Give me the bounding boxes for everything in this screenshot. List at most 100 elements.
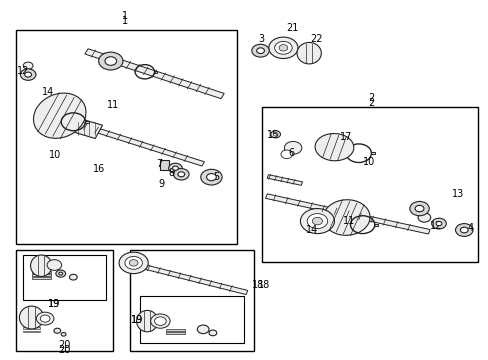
Text: 15: 15: [266, 130, 278, 140]
Bar: [330, 139, 345, 150]
Text: 18: 18: [251, 280, 263, 291]
Circle shape: [23, 62, 33, 69]
Text: 20: 20: [58, 340, 71, 350]
Bar: [261, 107, 477, 262]
Circle shape: [279, 45, 287, 51]
Circle shape: [20, 69, 36, 80]
Circle shape: [59, 272, 62, 275]
Circle shape: [455, 224, 472, 237]
Circle shape: [274, 41, 291, 54]
Text: 22: 22: [309, 34, 322, 44]
Ellipse shape: [30, 255, 52, 276]
Text: 19: 19: [131, 315, 143, 325]
Text: 10: 10: [362, 157, 374, 167]
Text: 3: 3: [258, 34, 264, 44]
Bar: [265, 194, 429, 234]
Circle shape: [284, 141, 301, 154]
Text: 14: 14: [306, 225, 318, 235]
Circle shape: [268, 37, 297, 59]
Circle shape: [197, 325, 208, 334]
Circle shape: [300, 208, 334, 234]
Circle shape: [25, 72, 31, 77]
Bar: [23, 327, 40, 329]
Circle shape: [417, 213, 430, 222]
Ellipse shape: [136, 310, 158, 332]
Bar: [85, 121, 88, 123]
Text: 2: 2: [367, 93, 373, 103]
Circle shape: [206, 174, 216, 181]
Circle shape: [273, 132, 278, 136]
Circle shape: [69, 274, 77, 280]
Text: 14: 14: [41, 87, 54, 98]
Bar: [16, 249, 113, 351]
Bar: [23, 255, 106, 300]
Circle shape: [40, 315, 50, 322]
Bar: [31, 274, 51, 276]
Text: 4: 4: [467, 223, 473, 233]
Text: 11: 11: [107, 100, 119, 110]
Circle shape: [409, 202, 428, 216]
Bar: [70, 118, 102, 139]
Circle shape: [258, 49, 263, 53]
Bar: [130, 249, 254, 351]
Circle shape: [119, 252, 148, 274]
Text: 13: 13: [451, 189, 464, 199]
Text: 7: 7: [156, 159, 162, 169]
Circle shape: [56, 270, 65, 277]
Text: 10: 10: [49, 150, 61, 160]
Text: 5: 5: [213, 172, 219, 182]
Circle shape: [256, 48, 264, 54]
Circle shape: [105, 57, 116, 65]
Bar: [166, 329, 184, 331]
Circle shape: [281, 150, 292, 158]
Circle shape: [251, 44, 269, 57]
Circle shape: [154, 317, 166, 325]
Text: 1: 1: [122, 11, 128, 21]
Ellipse shape: [323, 200, 369, 235]
Bar: [31, 271, 51, 273]
Text: 17: 17: [340, 132, 352, 142]
Circle shape: [61, 333, 66, 336]
Text: 21: 21: [285, 23, 298, 33]
Bar: [78, 122, 204, 166]
Circle shape: [124, 256, 142, 269]
Bar: [140, 296, 244, 342]
Circle shape: [201, 169, 222, 185]
Circle shape: [306, 213, 327, 229]
Ellipse shape: [314, 134, 353, 161]
Text: 1: 1: [122, 16, 128, 26]
Text: 9: 9: [159, 179, 164, 189]
Circle shape: [36, 312, 54, 325]
Circle shape: [47, 260, 61, 270]
Text: 19: 19: [48, 299, 60, 309]
Circle shape: [178, 172, 184, 177]
Text: 19: 19: [48, 299, 60, 309]
Bar: [85, 49, 224, 99]
Circle shape: [99, 52, 122, 70]
Text: 12: 12: [429, 221, 442, 231]
Text: 16: 16: [92, 164, 104, 174]
Bar: [373, 224, 377, 226]
Circle shape: [312, 217, 322, 225]
Circle shape: [435, 221, 441, 226]
Bar: [131, 262, 247, 294]
Text: 18: 18: [257, 280, 269, 291]
Circle shape: [172, 166, 178, 170]
Bar: [23, 330, 40, 332]
Text: 19: 19: [131, 315, 143, 325]
Bar: [16, 30, 237, 244]
Circle shape: [459, 227, 467, 233]
Circle shape: [208, 330, 216, 336]
Ellipse shape: [296, 42, 321, 64]
Bar: [160, 159, 169, 170]
Text: 8: 8: [168, 168, 174, 178]
Bar: [166, 332, 184, 334]
Ellipse shape: [33, 93, 86, 138]
Bar: [31, 277, 51, 279]
Circle shape: [168, 163, 182, 173]
Circle shape: [173, 168, 189, 180]
Text: 2: 2: [367, 98, 373, 108]
Ellipse shape: [20, 306, 43, 329]
Circle shape: [54, 328, 61, 333]
Bar: [154, 71, 157, 73]
